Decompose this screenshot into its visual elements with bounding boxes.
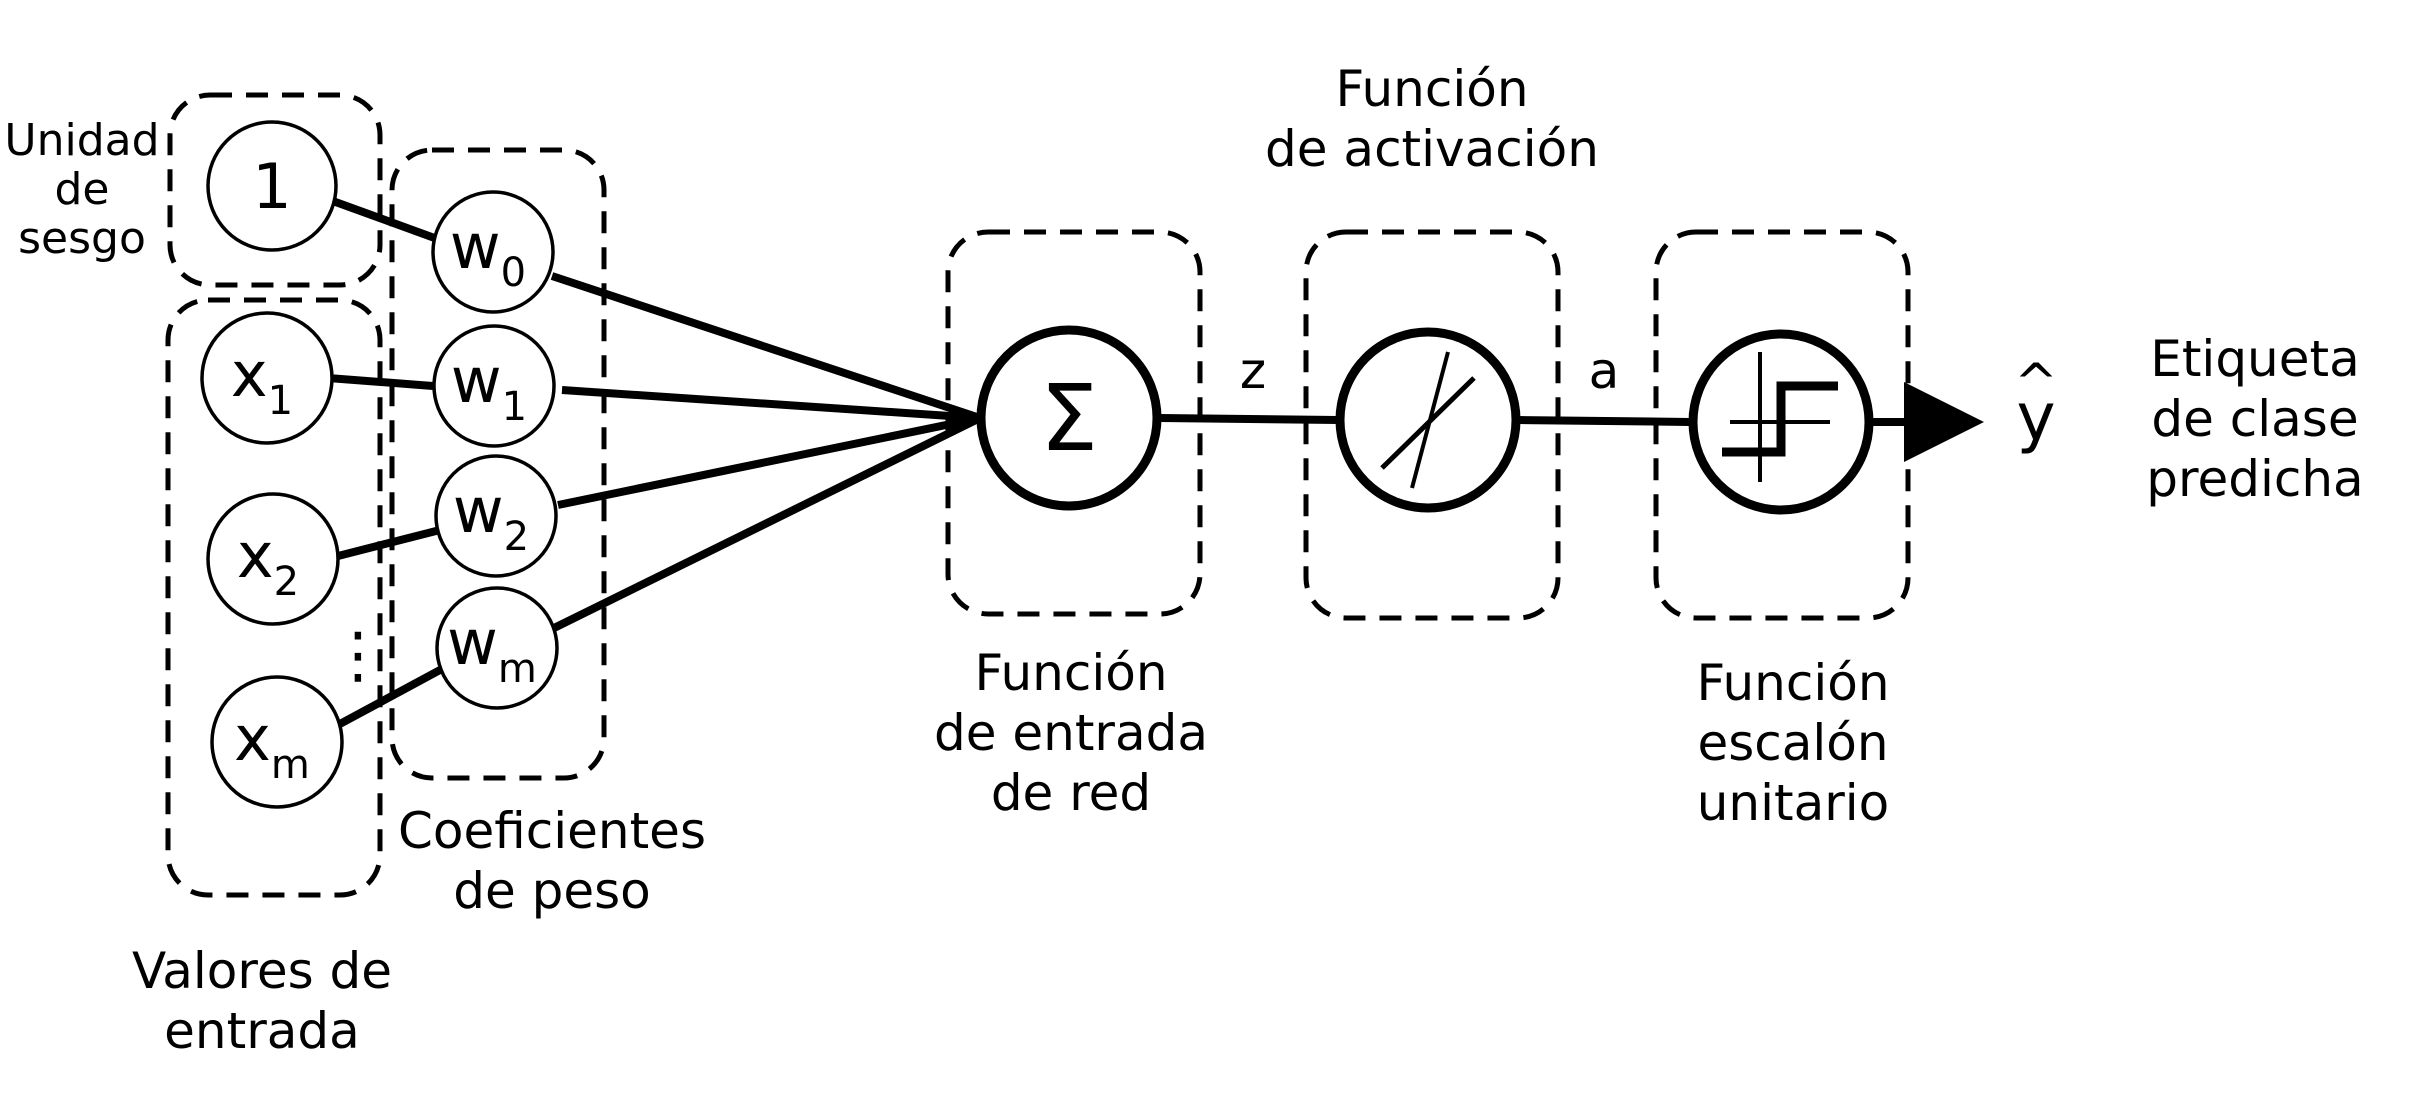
- w2-node: w2: [434, 454, 558, 578]
- svg-text:Valores de: Valores de: [132, 942, 392, 1000]
- output-y: y: [2016, 379, 2055, 456]
- bias-group-box: [167, 92, 383, 288]
- output-hat: ^: [2014, 353, 2058, 413]
- svg-text:Función: Función: [974, 644, 1167, 702]
- svg-text:Unidad: Unidad: [4, 115, 159, 166]
- edge-x1-w1: [327, 374, 434, 390]
- svg-text:de: de: [55, 164, 110, 215]
- z-label: z: [1240, 342, 1266, 400]
- x2-node: x2: [206, 492, 340, 626]
- svg-text:de activación: de activación: [1265, 120, 1599, 178]
- svg-text:unitario: unitario: [1697, 774, 1890, 832]
- svg-text:w2: w2: [453, 474, 529, 560]
- w1-node: w1: [432, 324, 556, 448]
- svg-text:Etiqueta: Etiqueta: [2150, 330, 2360, 388]
- svg-text:Función: Función: [1335, 60, 1528, 118]
- svg-text:w0: w0: [450, 210, 526, 296]
- net-input-label: Función de entrada de red: [934, 644, 1208, 822]
- weights-label: Coeficientes de peso: [398, 802, 706, 920]
- svg-text:de peso: de peso: [453, 862, 651, 920]
- bias-node: 1: [206, 120, 338, 252]
- svg-text:x2: x2: [237, 519, 299, 605]
- svg-text:w1: w1: [451, 344, 527, 430]
- edge-w0-sum: [550, 272, 982, 422]
- w0-node: w0: [431, 190, 555, 314]
- svg-text:de entrada: de entrada: [934, 704, 1208, 762]
- input-values-label: Valores de entrada: [132, 942, 392, 1060]
- activation-box: [1303, 229, 1561, 621]
- edge-wm-sum: [548, 414, 982, 634]
- edge-activation-step: [1517, 416, 1691, 426]
- edge-w2-sum: [557, 414, 981, 509]
- ellipsis: ⋮: [327, 618, 389, 691]
- step-node: [1688, 329, 1874, 515]
- svg-text:sesgo: sesgo: [18, 213, 146, 264]
- svg-text:Función: Función: [1696, 654, 1889, 712]
- x1-node: x1: [200, 311, 334, 445]
- xm-node: xm: [210, 675, 344, 809]
- bias-unit-label: Unidad de sesgo: [4, 115, 159, 264]
- svg-text:entrada: entrada: [164, 1002, 360, 1060]
- svg-text:1: 1: [252, 150, 291, 223]
- svg-text:de red: de red: [991, 764, 1151, 822]
- edge-xm-wm: [336, 666, 442, 729]
- activation-label: Función de activación: [1265, 60, 1599, 178]
- step-function-label: Función escalón unitario: [1696, 654, 1889, 832]
- edge-bias-w0: [328, 196, 442, 244]
- a-label: a: [1589, 342, 1620, 400]
- svg-text:xm: xm: [234, 702, 310, 788]
- edge-sum-activation: [1159, 414, 1339, 424]
- svg-text:Σ: Σ: [1040, 365, 1098, 472]
- sum-node: Σ: [976, 325, 1162, 511]
- svg-text:predicha: predicha: [2146, 450, 2363, 508]
- svg-text:escalón: escalón: [1697, 714, 1888, 772]
- input-group-box: [165, 297, 383, 898]
- edge-w1-sum: [561, 386, 981, 422]
- svg-text:x1: x1: [231, 338, 293, 424]
- activation-axis-icon: [1410, 351, 1450, 489]
- svg-text:Coeficientes: Coeficientes: [398, 802, 706, 860]
- svg-text:wm: wm: [447, 606, 537, 692]
- svg-text:de clase: de clase: [2151, 390, 2358, 448]
- step-function-icon: [1722, 381, 1838, 457]
- predicted-label: Etiqueta de clase predicha: [2146, 330, 2363, 508]
- edge-x2-w2: [337, 526, 441, 560]
- activation-node: [1335, 327, 1521, 513]
- wm-node: wm: [435, 586, 559, 710]
- weights-group-box: [389, 147, 607, 781]
